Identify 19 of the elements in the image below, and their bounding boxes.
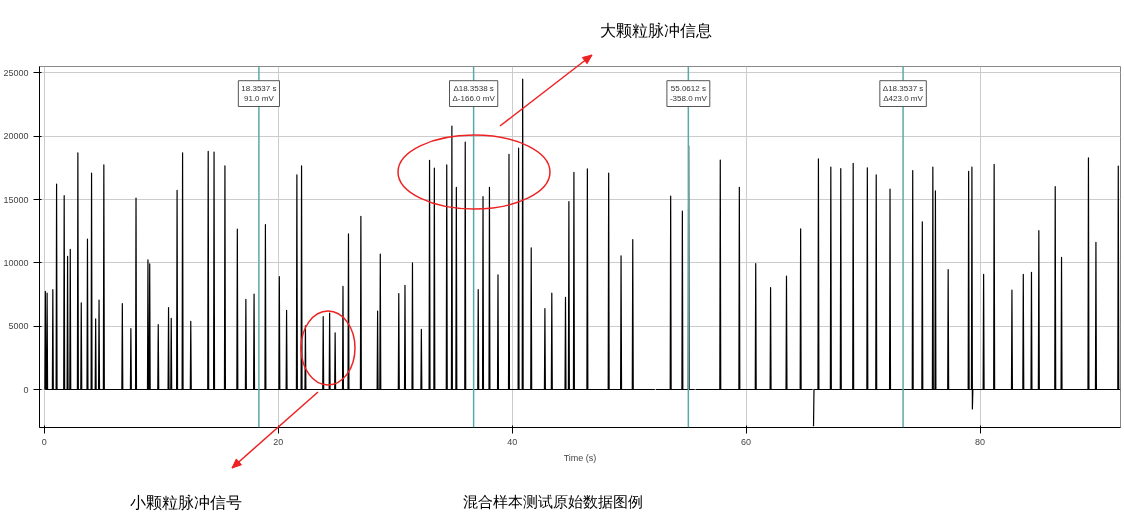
- x-tick-label: 0: [41, 436, 47, 447]
- x-tick-label: 80: [975, 436, 986, 447]
- ref-line-label: Δ18.3537 s Δ423.0 mV: [882, 83, 924, 104]
- y-tick-label: 20000: [3, 131, 29, 142]
- x-axis-title: Time (s): [563, 452, 597, 463]
- y-tick-label: 25000: [3, 67, 29, 78]
- text: 大颗粒脉冲信息: [600, 20, 712, 42]
- x-tick-label: 20: [273, 436, 284, 447]
- y-tick-label: 15000: [3, 194, 29, 205]
- y-tick-label: 10000: [3, 257, 29, 268]
- ref-line-label: Δ18.3538 s Δ-166.0 mV: [452, 83, 496, 104]
- x-tick-label: 60: [741, 436, 752, 447]
- ref-line-label: 55.0612 s -358.0 mV: [669, 83, 708, 104]
- y-tick-label: 5000: [8, 321, 29, 332]
- text: 混合样本测试原始数据图例: [463, 492, 643, 513]
- y-tick-label: 0: [23, 384, 29, 395]
- x-tick-label: 40: [507, 436, 518, 447]
- ref-line-label: 18.3537 s 91.0 mV: [241, 83, 277, 104]
- text: 小颗粒脉冲信号: [130, 492, 242, 514]
